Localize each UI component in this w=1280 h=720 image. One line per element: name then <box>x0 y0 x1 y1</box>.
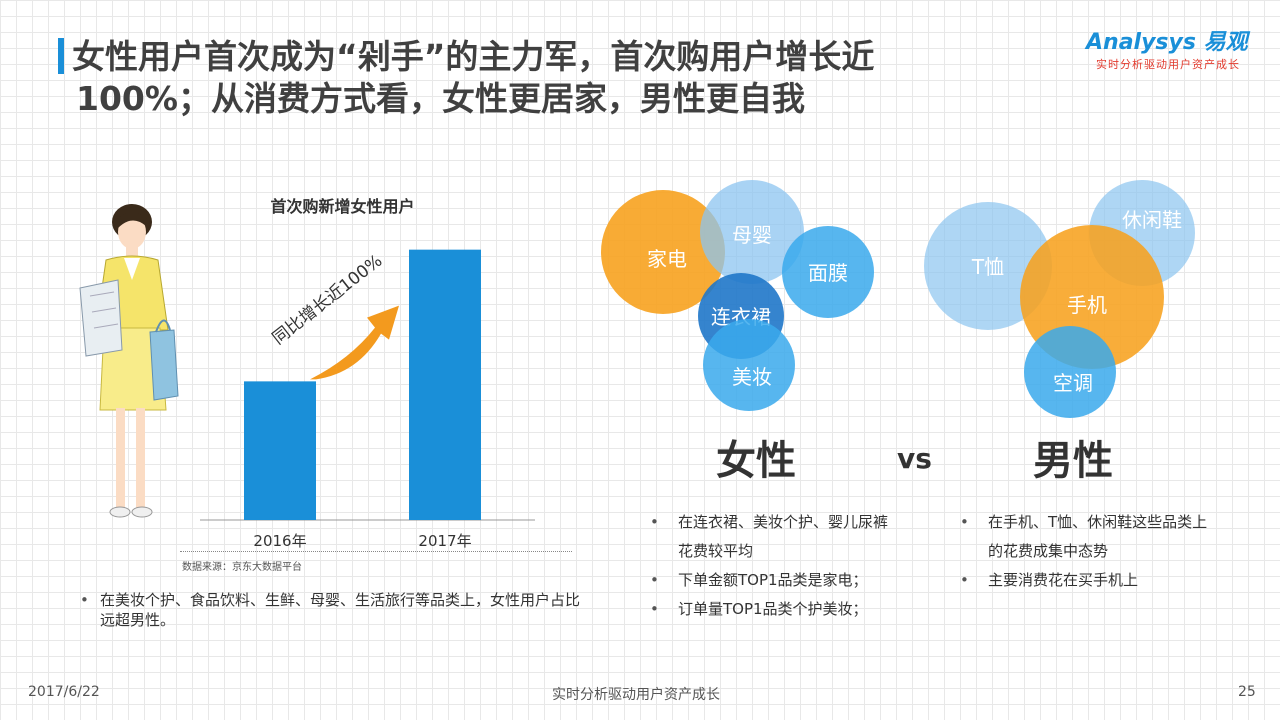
female-bullet-list: 在连衣裙、美妆个护、婴儿尿裤花费较平均 下单金额TOP1品类是家电； 订单量TO… <box>650 508 890 624</box>
source-divider <box>180 551 572 552</box>
bubble-label: 美妆 <box>732 365 772 389</box>
female-label: 女性 <box>716 438 796 484</box>
bubble-label: 空调 <box>1053 371 1093 395</box>
category-bubble: 母婴 <box>700 180 804 284</box>
bubble-label: 母婴 <box>732 223 772 247</box>
footer-tagline: 实时分析驱动用户资产成长 <box>552 687 720 703</box>
left-bullet-list: 在美妆个护、食品饮料、生鲜、母婴、生活旅行等品类上，女性用户占比远超男性。 <box>80 590 590 630</box>
bubble-label: 休闲鞋 <box>1122 208 1182 232</box>
bubble-label: 手机 <box>1067 293 1107 317</box>
bubble-circle <box>782 226 874 318</box>
list-item: 在手机、T恤、休闲鞋这些品类上的花费成集中态势 <box>960 508 1220 566</box>
bubble-label: 面膜 <box>808 261 848 285</box>
growth-annotation: 同比增长近100% <box>269 251 387 349</box>
title-line-1: 女性用户首次成为“剁手”的主力军，首次购用户增长近 <box>72 37 875 76</box>
tick-label-2016年: 2016年 <box>253 532 306 550</box>
category-bubble: 面膜 <box>782 226 874 318</box>
logo-main-text: Analysys 易观 <box>1086 30 1248 55</box>
chart-title: 首次购新增女性用户 <box>270 197 415 216</box>
list-item: 下单金额TOP1品类是家电； <box>650 566 890 595</box>
woman-illustration <box>79 204 179 518</box>
title-line-2: 100%；从消费方式看，女性更居家，男性更自我 <box>76 79 805 118</box>
page-number: 25 <box>1238 684 1256 700</box>
tick-label-2017年: 2017年 <box>418 532 471 550</box>
category-bubble: 家电 <box>601 190 725 314</box>
category-bubble: T恤 <box>924 202 1052 330</box>
category-bubble: 美妆 <box>703 319 795 411</box>
list-item: 订单量TOP1品类个护美妆； <box>650 595 890 624</box>
male-label: 男性 <box>1033 438 1113 484</box>
bubble-label: T恤 <box>971 255 1004 279</box>
bubble-circle <box>700 180 804 284</box>
bar-2017年 <box>409 249 481 520</box>
growth-arrow <box>310 305 399 380</box>
vs-label: vs <box>897 442 932 475</box>
category-bubble: 空调 <box>1024 326 1116 418</box>
list-item: 在美妆个护、食品饮料、生鲜、母婴、生活旅行等品类上，女性用户占比远超男性。 <box>80 590 590 630</box>
bar-2016年 <box>244 381 316 520</box>
footer-date: 2017/6/22 <box>28 684 100 700</box>
bubble-circle <box>703 319 795 411</box>
brand-logo: Analysys 易观 实时分析驱动用户资产成长 <box>1086 30 1256 74</box>
bar-chart: 2016年 2017年 同比增长近100% <box>200 249 535 550</box>
data-source: 数据来源：京东大数据平台 <box>182 562 302 573</box>
title-accent-bar <box>58 38 64 74</box>
list-item: 主要消费花在买手机上 <box>960 566 1220 595</box>
logo-tagline: 实时分析驱动用户资产成长 <box>1096 58 1240 71</box>
male-bullet-list: 在手机、T恤、休闲鞋这些品类上的花费成集中态势 主要消费花在买手机上 <box>960 508 1220 595</box>
bubble-circle <box>601 190 725 314</box>
bubble-circle <box>1024 326 1116 418</box>
bubble-label: 家电 <box>647 247 687 271</box>
bubble-circle <box>924 202 1052 330</box>
list-item: 在连衣裙、美妆个护、婴儿尿裤花费较平均 <box>650 508 890 566</box>
page-title: 女性用户首次成为“剁手”的主力军，首次购用户增长近 100%；从消费方式看，女性… <box>72 36 1032 120</box>
